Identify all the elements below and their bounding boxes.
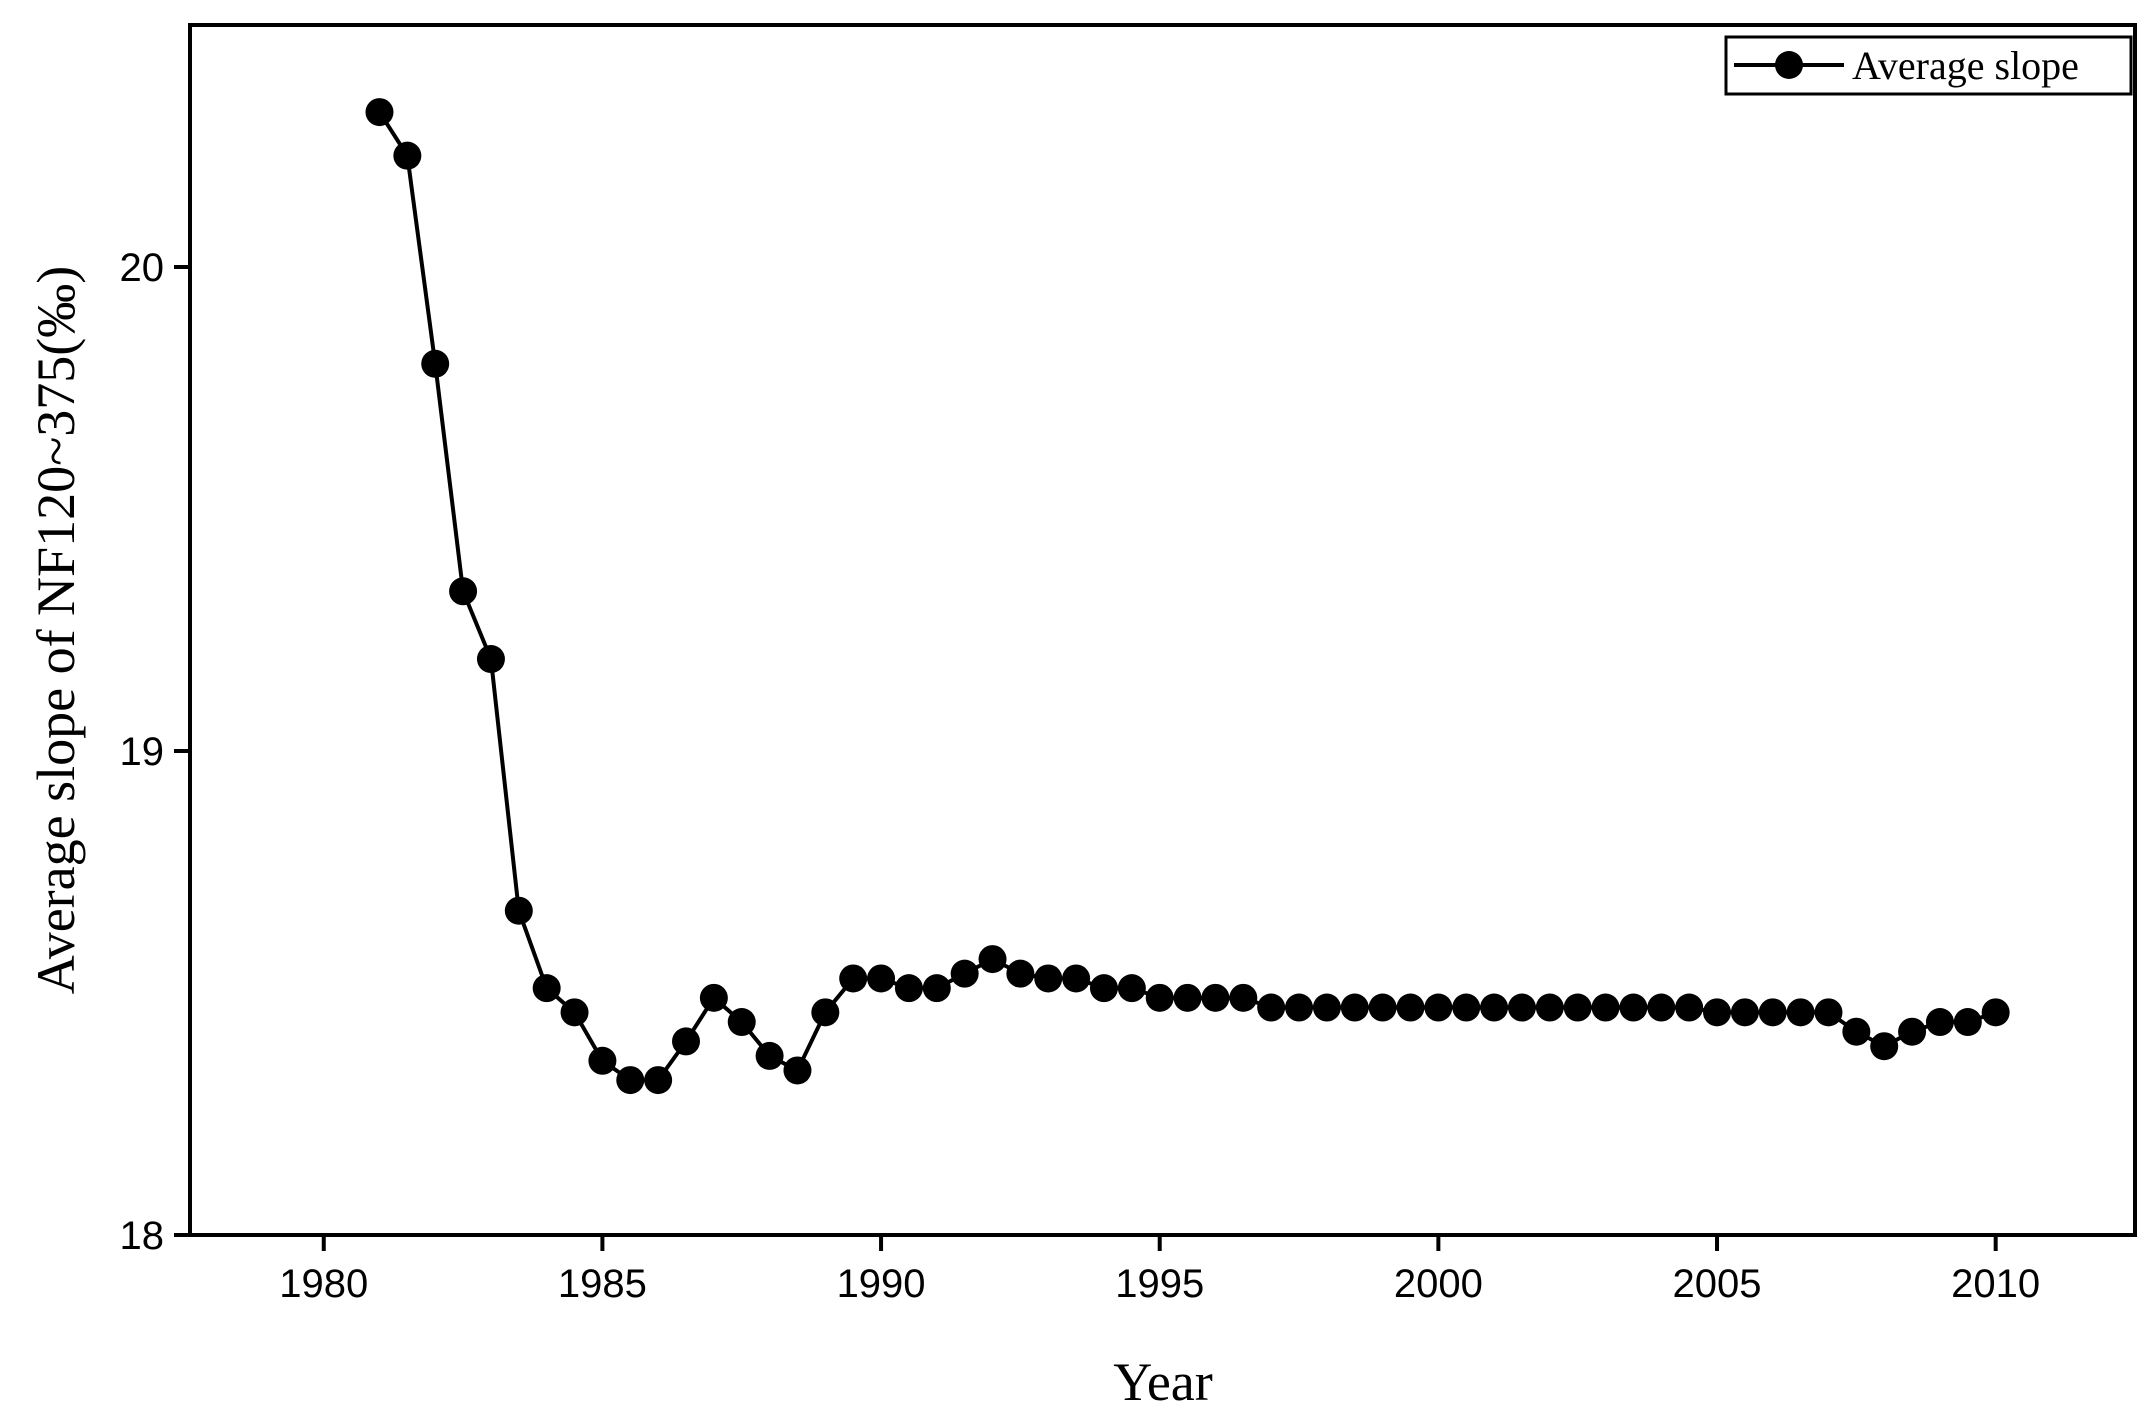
data-point bbox=[560, 998, 589, 1027]
data-point bbox=[1340, 993, 1369, 1022]
data-point bbox=[1145, 983, 1174, 1012]
x-tick-label: 2010 bbox=[1951, 1262, 2040, 1306]
data-point bbox=[672, 1027, 701, 1056]
data-point bbox=[1758, 998, 1787, 1027]
data-point bbox=[867, 964, 896, 993]
x-tick-label: 1985 bbox=[558, 1262, 647, 1306]
x-tick-label: 1990 bbox=[837, 1262, 926, 1306]
data-point bbox=[504, 896, 533, 925]
data-point bbox=[1953, 1008, 1982, 1037]
data-point bbox=[421, 349, 450, 378]
data-point bbox=[588, 1046, 617, 1075]
data-point bbox=[1535, 993, 1564, 1022]
data-point bbox=[811, 998, 840, 1027]
data-point bbox=[1647, 993, 1676, 1022]
data-point bbox=[644, 1066, 673, 1095]
data-point bbox=[950, 959, 979, 988]
data-point bbox=[894, 974, 923, 1003]
data-point bbox=[1507, 993, 1536, 1022]
y-tick-label: 20 bbox=[120, 246, 165, 290]
data-point bbox=[1089, 974, 1118, 1003]
legend-box bbox=[1724, 35, 2133, 96]
data-point bbox=[532, 974, 561, 1003]
data-point bbox=[1173, 983, 1202, 1012]
data-point bbox=[1898, 1017, 1927, 1046]
data-point bbox=[1563, 993, 1592, 1022]
data-point bbox=[1786, 998, 1815, 1027]
data-point bbox=[1619, 993, 1648, 1022]
data-point bbox=[1312, 993, 1341, 1022]
data-point bbox=[1285, 993, 1314, 1022]
data-point bbox=[922, 974, 951, 1003]
data-point bbox=[476, 645, 505, 674]
data-point bbox=[393, 141, 422, 170]
data-point bbox=[1396, 993, 1425, 1022]
data-point bbox=[1062, 964, 1091, 993]
legend-marker bbox=[1775, 51, 1803, 79]
data-point bbox=[699, 983, 728, 1012]
data-point bbox=[978, 945, 1007, 974]
data-point bbox=[1925, 1008, 1954, 1037]
data-point bbox=[1257, 993, 1286, 1022]
x-axis-title: Year bbox=[1113, 1352, 1213, 1407]
data-point bbox=[1117, 974, 1146, 1003]
data-point bbox=[1870, 1032, 1899, 1061]
data-point bbox=[1201, 983, 1230, 1012]
data-point bbox=[1480, 993, 1509, 1022]
data-point bbox=[1034, 964, 1063, 993]
data-point bbox=[755, 1041, 784, 1070]
x-tick-label: 2000 bbox=[1394, 1262, 1483, 1306]
y-tick-label: 18 bbox=[120, 1214, 165, 1258]
data-point bbox=[449, 577, 478, 606]
data-point bbox=[616, 1066, 645, 1095]
data-point bbox=[1842, 1017, 1871, 1046]
data-point bbox=[1229, 983, 1258, 1012]
data-point bbox=[1368, 993, 1397, 1022]
data-point bbox=[727, 1008, 756, 1037]
x-tick-label: 1980 bbox=[279, 1262, 368, 1306]
data-point bbox=[1424, 993, 1453, 1022]
data-point bbox=[1006, 959, 1035, 988]
y-tick-label: 19 bbox=[120, 730, 165, 774]
data-point bbox=[1452, 993, 1481, 1022]
series-line bbox=[377, 111, 1997, 1083]
data-point bbox=[1814, 998, 1843, 1027]
plot-frame bbox=[188, 23, 2137, 1237]
data-point bbox=[839, 964, 868, 993]
data-point bbox=[1675, 993, 1704, 1022]
x-tick-label: 2005 bbox=[1673, 1262, 1762, 1306]
data-point bbox=[1591, 993, 1620, 1022]
data-point bbox=[1981, 998, 2010, 1027]
x-tick-label: 1995 bbox=[1115, 1262, 1204, 1306]
data-point bbox=[783, 1056, 812, 1085]
y-axis-title: Average slope of NF120~375(‰) bbox=[26, 266, 86, 995]
data-point bbox=[365, 98, 394, 127]
legend-label: Average slope bbox=[1852, 43, 2079, 88]
data-point bbox=[1730, 998, 1759, 1027]
data-point bbox=[1703, 998, 1732, 1027]
